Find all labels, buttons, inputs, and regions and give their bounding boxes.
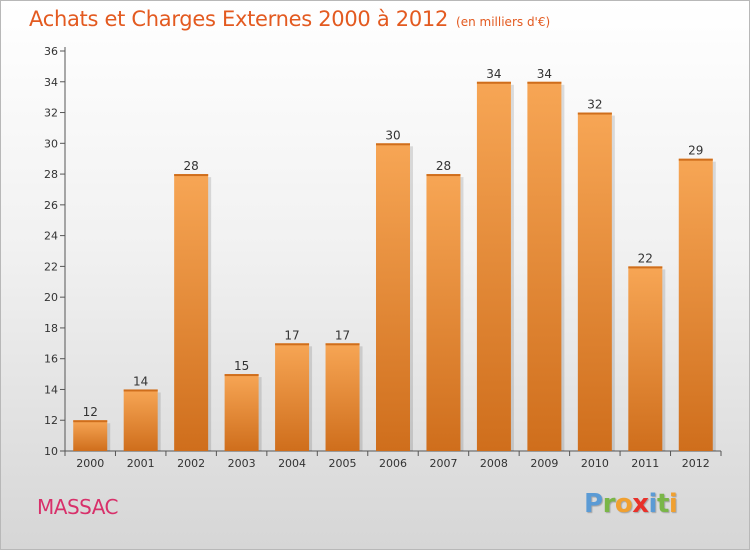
bar-2005: [325, 343, 360, 451]
x-tick-label-2004: 2004: [278, 457, 306, 470]
y-tick-label: 36: [44, 45, 58, 58]
logo-letter: P: [584, 489, 603, 519]
x-tick-label-2008: 2008: [480, 457, 508, 470]
y-tick-label: 18: [44, 322, 58, 335]
y-tick-label: 28: [44, 168, 58, 181]
bar-top-edge: [275, 343, 310, 346]
bar-2001: [123, 389, 158, 451]
y-tick-label: 22: [44, 260, 58, 273]
data-label-2008: 34: [486, 67, 501, 81]
bar-2000: [73, 420, 108, 451]
chart-title: Achats et Charges Externes 2000 à 2012: [29, 7, 449, 31]
logo-letter: x: [632, 489, 649, 519]
bar-top-edge: [577, 112, 612, 115]
y-tick-label: 34: [44, 76, 58, 89]
bar-top-edge: [678, 158, 713, 161]
axes: 10 12 14 16 18 20 22 24 26 28 30 32 34 36: [44, 45, 722, 458]
data-label-2011: 22: [638, 251, 653, 265]
data-label-2005: 17: [335, 328, 350, 342]
logo-letter: o: [614, 489, 633, 519]
x-tick-label-2003: 2003: [228, 457, 256, 470]
bar-2004: [275, 343, 310, 451]
town-name: MASSAC: [37, 495, 119, 519]
proxiti-logo: Proxiti: [584, 489, 678, 519]
y-tick-label: 10: [44, 445, 58, 458]
title-block: Achats et Charges Externes 2000 à 2012 (e…: [29, 7, 550, 31]
data-label-2006: 30: [385, 128, 400, 142]
bar-2012: [678, 158, 713, 451]
data-label-2002: 28: [184, 159, 199, 173]
bar-top-edge: [224, 374, 259, 377]
x-tick-label-2009: 2009: [530, 457, 558, 470]
logo-letter: r: [602, 489, 616, 519]
data-label-2010: 32: [587, 98, 602, 112]
labels: 12 2000 14 2001 28 2002 15 2003 17 2004 17 2005 30 20…: [76, 67, 710, 470]
logo-letter: t: [656, 489, 669, 519]
y-tick-label: 14: [44, 383, 58, 396]
bar-2008: [476, 81, 511, 452]
data-label-2000: 12: [83, 405, 98, 419]
bar-top-edge: [73, 420, 108, 423]
logo-letter: i: [648, 489, 658, 519]
bar-top-edge: [325, 343, 360, 346]
data-label-2009: 34: [537, 67, 552, 81]
data-label-2004: 17: [284, 328, 299, 342]
y-tick-label: 16: [44, 353, 58, 366]
y-tick-label: 24: [44, 230, 58, 243]
y-tick-label: 30: [44, 137, 58, 150]
bar-2006: [376, 143, 410, 452]
bar-2011: [628, 266, 663, 451]
x-tick-label-2012: 2012: [682, 457, 710, 470]
bar-top-edge: [174, 174, 209, 177]
x-tick-label-2005: 2005: [329, 457, 357, 470]
x-tick-label-2006: 2006: [379, 457, 407, 470]
data-label-2003: 15: [234, 359, 249, 373]
data-label-2001: 14: [133, 374, 148, 388]
bar-top-edge: [527, 81, 562, 84]
bar-top-edge: [426, 174, 461, 177]
bar-top-edge: [628, 266, 663, 269]
x-tick-label-2007: 2007: [429, 457, 457, 470]
x-tick-label-2002: 2002: [177, 457, 205, 470]
bar-top-edge: [376, 143, 410, 146]
chart-subtitle: (en milliers d'€): [456, 15, 551, 29]
x-tick-label-2011: 2011: [631, 457, 659, 470]
data-label-2012: 29: [688, 144, 703, 158]
y-tick-label: 20: [44, 291, 58, 304]
logo-letter: i: [668, 489, 678, 519]
y-tick-label: 12: [44, 414, 58, 427]
bar-2002: [174, 174, 209, 452]
x-tick-label-2000: 2000: [76, 457, 104, 470]
bar-2010: [577, 112, 612, 452]
bar-2003: [224, 374, 259, 451]
x-tick-label-2001: 2001: [127, 457, 155, 470]
data-label-2007: 28: [436, 159, 451, 173]
y-tick-label: 26: [44, 199, 58, 212]
y-tick-label: 32: [44, 107, 58, 120]
bar-2009: [527, 81, 562, 452]
bar-2007: [426, 174, 461, 452]
bar-top-edge: [123, 389, 158, 392]
bar-top-edge: [476, 81, 511, 84]
bars: [73, 81, 716, 452]
x-tick-label-2010: 2010: [581, 457, 609, 470]
